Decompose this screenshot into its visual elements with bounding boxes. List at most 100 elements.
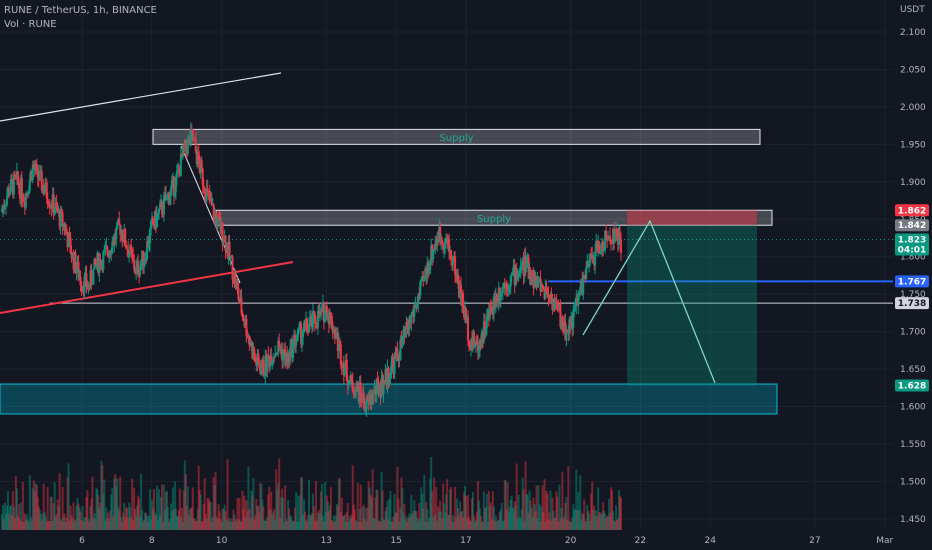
candle-body bbox=[67, 233, 70, 248]
candle-body bbox=[297, 328, 300, 338]
volume-bar bbox=[404, 519, 407, 530]
volume-bar bbox=[608, 499, 611, 530]
price-tag-bg bbox=[895, 275, 929, 288]
volume-bar bbox=[320, 483, 323, 530]
volume-bar bbox=[93, 513, 96, 530]
drawn-lines[interactable] bbox=[0, 72, 893, 314]
candle-body bbox=[325, 306, 328, 320]
volume-bar bbox=[121, 521, 124, 530]
volume-bar bbox=[604, 513, 607, 530]
volume-bar bbox=[598, 512, 601, 530]
candle-body bbox=[555, 299, 558, 302]
volume-bar bbox=[262, 506, 265, 530]
candle-body bbox=[157, 209, 160, 214]
volume-bar bbox=[163, 509, 166, 530]
volume-bar bbox=[225, 519, 228, 530]
volume-bar bbox=[523, 520, 526, 530]
candle-body bbox=[12, 174, 15, 195]
candle-body bbox=[540, 285, 543, 292]
volume-bar bbox=[48, 520, 51, 530]
price-tick-label: 1.500 bbox=[900, 477, 926, 487]
volume-bars bbox=[1, 456, 623, 530]
volume-bar bbox=[84, 517, 87, 530]
volume-bar bbox=[333, 521, 336, 530]
time-axis[interactable]: 6 8 10 13 15 17 20 22 24 27 Mar bbox=[79, 536, 893, 546]
candle-body bbox=[69, 237, 72, 254]
candle-body bbox=[376, 378, 379, 382]
volume-bar bbox=[32, 480, 35, 530]
candle-body bbox=[591, 255, 594, 258]
volume-bar bbox=[135, 515, 138, 530]
volume-bar bbox=[309, 515, 312, 530]
volume-bar bbox=[564, 502, 567, 530]
candle-body bbox=[56, 207, 59, 213]
volume-bar bbox=[324, 511, 327, 530]
volume-bar bbox=[361, 506, 364, 530]
volume-bar bbox=[251, 495, 254, 530]
candle-body bbox=[450, 250, 453, 261]
volume-bar bbox=[554, 517, 557, 530]
candle-body bbox=[404, 328, 407, 336]
candle-body bbox=[328, 312, 331, 325]
volume-bar bbox=[188, 509, 191, 530]
volume-bar bbox=[219, 518, 222, 530]
candle-body bbox=[520, 263, 523, 266]
candle-body bbox=[139, 265, 142, 276]
volume-bar bbox=[50, 496, 53, 530]
volume-bar bbox=[105, 507, 108, 530]
candle-body bbox=[103, 249, 106, 252]
volume-bar bbox=[119, 476, 122, 530]
candle-body bbox=[110, 253, 113, 255]
candle-body bbox=[138, 275, 141, 277]
volume-bar bbox=[450, 487, 453, 530]
volume-bar bbox=[202, 503, 205, 530]
projection[interactable] bbox=[582, 210, 757, 386]
candle-body bbox=[573, 308, 576, 310]
volume-bar bbox=[246, 511, 249, 530]
price-tag-countdown: 04:01 bbox=[898, 245, 927, 255]
volume-bar bbox=[263, 520, 266, 530]
volume-bar bbox=[158, 515, 161, 530]
candle-body bbox=[272, 357, 275, 362]
candle-body bbox=[420, 279, 423, 282]
candle-body bbox=[222, 240, 225, 243]
volume-bar bbox=[412, 511, 415, 530]
volume-bar bbox=[101, 464, 104, 530]
volume-bar bbox=[305, 520, 308, 530]
candle-body bbox=[46, 198, 49, 205]
volume-bar bbox=[10, 514, 13, 530]
volume-bar bbox=[131, 478, 134, 530]
volume-bar bbox=[303, 499, 306, 530]
candle-body bbox=[149, 229, 152, 244]
volume-bar bbox=[265, 520, 268, 530]
candle-body bbox=[212, 204, 215, 220]
volume-bar bbox=[4, 513, 7, 530]
price-axis[interactable]: USDT2.1002.0502.0001.9501.9001.8501.8001… bbox=[900, 5, 926, 525]
candle-body bbox=[362, 392, 365, 403]
volume-bar bbox=[535, 485, 538, 530]
candle-body bbox=[61, 212, 64, 227]
candle-body bbox=[457, 274, 460, 283]
candle-body bbox=[534, 276, 537, 281]
volume-bar bbox=[616, 520, 619, 530]
candle-body bbox=[175, 171, 178, 178]
volume-bar bbox=[164, 492, 167, 530]
zone-rects[interactable]: Supply Supply bbox=[0, 128, 778, 415]
candle-body bbox=[119, 224, 122, 235]
candle-body bbox=[452, 261, 455, 265]
volume-bar bbox=[254, 515, 257, 530]
candle-body bbox=[619, 233, 622, 240]
volume-bar bbox=[134, 508, 137, 530]
volume-bar bbox=[5, 505, 8, 530]
candle-body bbox=[365, 398, 368, 410]
price-tag-value: 1.862 bbox=[898, 206, 926, 216]
candle-body bbox=[541, 285, 544, 287]
volume-bar bbox=[27, 521, 30, 530]
volume-bar bbox=[179, 516, 182, 530]
volume-bar bbox=[157, 489, 160, 530]
volume-bar bbox=[115, 486, 118, 530]
candle-body bbox=[466, 317, 469, 341]
volume-bar bbox=[108, 521, 111, 530]
candle-body bbox=[135, 266, 138, 274]
